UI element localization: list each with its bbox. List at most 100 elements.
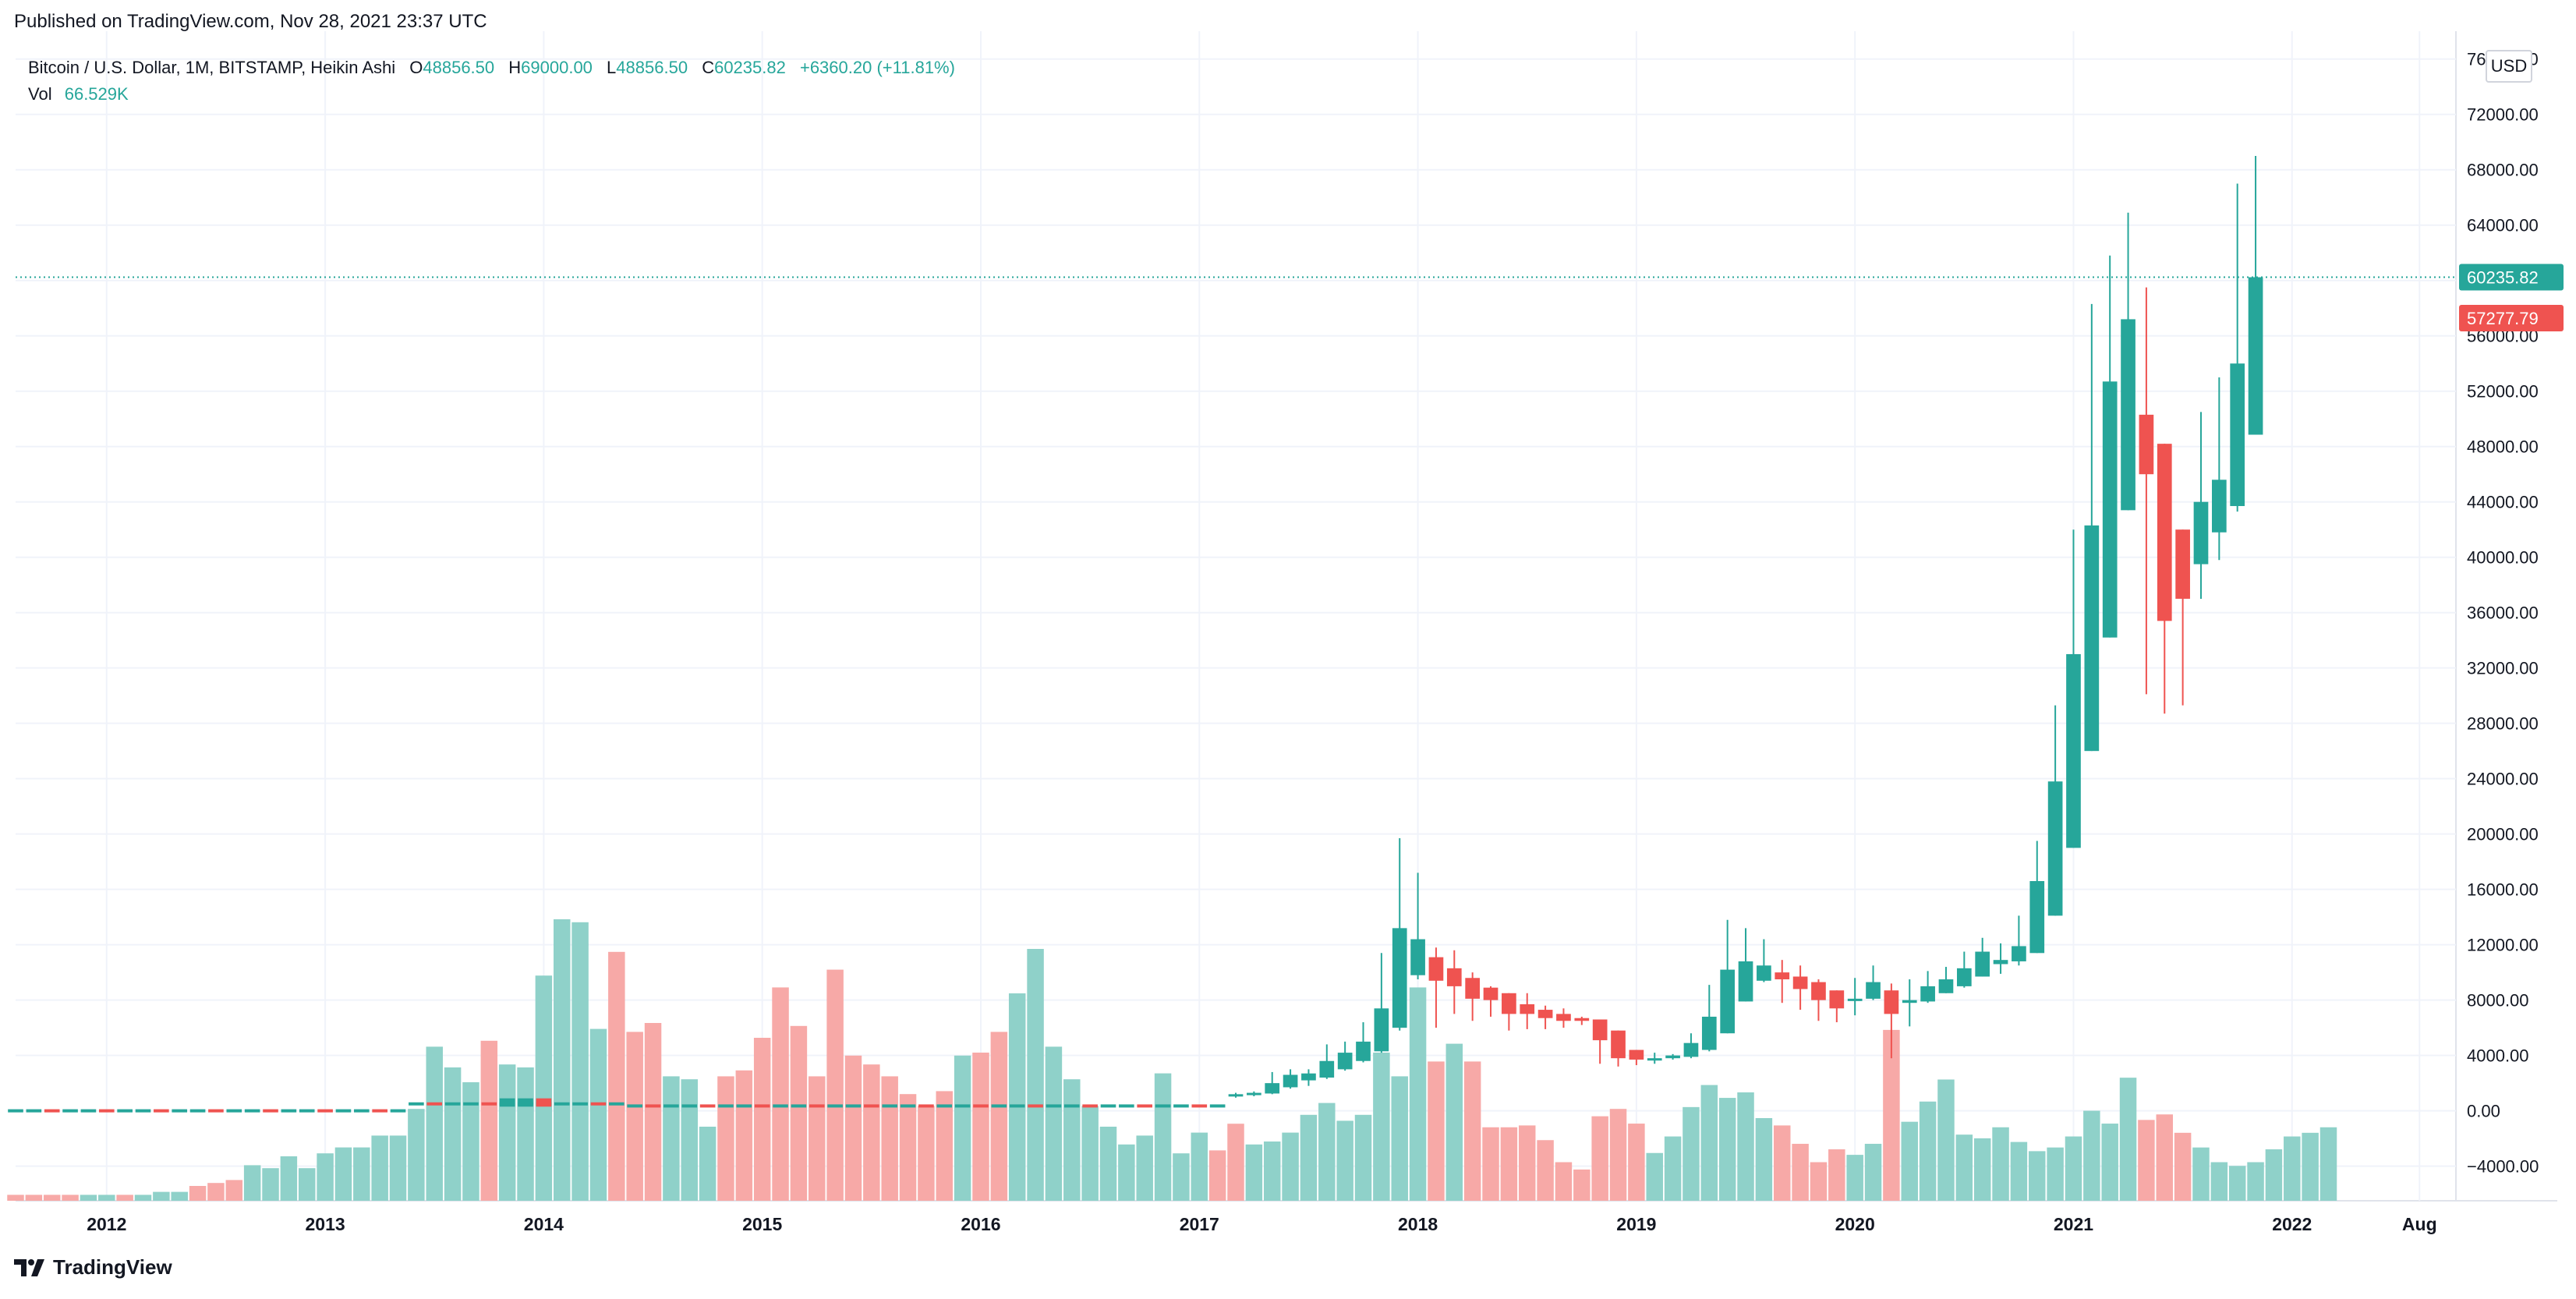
flat-candle	[499, 1098, 515, 1107]
volume-bar	[2228, 1166, 2246, 1201]
flat-candle	[1173, 1104, 1189, 1108]
candle-body	[2121, 319, 2135, 511]
volume-bar	[663, 1076, 680, 1201]
volume-bar	[1737, 1092, 1754, 1201]
volume-bar	[1263, 1141, 1281, 1201]
volume-bar	[62, 1195, 79, 1201]
flat-candle	[864, 1104, 879, 1108]
x-tick-label: 2017	[1180, 1214, 1219, 1234]
volume-bar	[1555, 1162, 1573, 1201]
volume-bar	[2284, 1136, 2301, 1201]
flat-candle	[645, 1104, 661, 1108]
time-axis[interactable]: 2012 2013 2014 2015 2016 2017 2018 2019 2020 2021…	[87, 1214, 2436, 1234]
volume-bar	[2247, 1162, 2264, 1201]
close-label: C	[702, 58, 715, 77]
volume-bar	[389, 1135, 407, 1201]
volume-bar	[1518, 1125, 1536, 1201]
volume-bar	[7, 1195, 24, 1201]
volume-bar	[1864, 1143, 1882, 1201]
flat-candle	[317, 1109, 333, 1113]
volume-bar	[1955, 1134, 1973, 1201]
candle-body	[1301, 1073, 1316, 1081]
candle-body	[2230, 363, 2245, 507]
volume-bar	[2029, 1151, 2046, 1201]
brand-footer[interactable]: TradingView	[14, 1255, 172, 1280]
volume-label[interactable]: Vol	[28, 84, 52, 104]
flat-candle	[263, 1109, 278, 1113]
volume-bar	[116, 1195, 133, 1201]
volume-bar	[2319, 1127, 2337, 1201]
volume-bar	[1828, 1149, 1845, 1201]
flat-candle	[481, 1102, 497, 1106]
candle-body	[1537, 1010, 1553, 1018]
candle-body	[1993, 960, 2008, 965]
volume-bar	[1173, 1153, 1190, 1201]
flat-candle	[208, 1109, 224, 1113]
flat-candle	[154, 1109, 169, 1113]
candle-body	[1938, 979, 1954, 993]
prev-close-tag	[2459, 305, 2564, 332]
candle-body	[1410, 939, 1425, 975]
flat-candle	[1191, 1104, 1208, 1108]
volume-bar	[1537, 1140, 1554, 1201]
volume-bar	[317, 1153, 334, 1201]
volume-bar	[1045, 1046, 1063, 1201]
y-tick-label: 68000.00	[2467, 161, 2539, 180]
flat-candle	[1119, 1104, 1134, 1108]
last-price-label: 60235.82	[2467, 268, 2539, 288]
volume-bar	[571, 922, 589, 1201]
volume-bar	[43, 1195, 61, 1201]
candle-body	[2102, 381, 2118, 638]
volume-bar	[735, 1070, 753, 1201]
volume-bar	[589, 1028, 607, 1201]
volume-bar	[1391, 1076, 1408, 1201]
candle-body	[2212, 480, 2227, 533]
volume-bar	[1208, 1150, 1226, 1201]
volume-bar	[2083, 1110, 2100, 1201]
flat-candle	[681, 1104, 698, 1108]
candle-body	[1247, 1092, 1261, 1095]
candle-body	[1465, 978, 1480, 999]
candle-body	[1574, 1018, 1590, 1021]
candle-body	[1701, 1016, 1717, 1050]
flat-candle	[809, 1104, 825, 1108]
volume-bar	[480, 1040, 498, 1201]
candle-body	[1337, 1053, 1353, 1070]
candle-body	[2248, 277, 2263, 435]
flat-candle	[536, 1098, 552, 1107]
y-tick-label: 44000.00	[2467, 493, 2539, 512]
currency-button[interactable]: USD	[2486, 50, 2532, 83]
volume-bar	[371, 1135, 388, 1201]
volume-bar	[1700, 1085, 1718, 1201]
volume-bar	[171, 1191, 188, 1201]
candle-body	[1956, 968, 1972, 986]
candle-body	[2084, 525, 2100, 752]
volume-bar	[98, 1195, 115, 1201]
volume-bar	[881, 1076, 898, 1201]
y-tick-label: 20000.00	[2467, 825, 2539, 844]
candle-body	[1629, 1049, 1644, 1060]
volume-bar	[1992, 1127, 2009, 1201]
x-tick-label: 2021	[2054, 1214, 2093, 1234]
price-axis[interactable]: −4000.00 0.00 4000.00 8000.00 12000.00 16000.…	[2467, 50, 2539, 1177]
x-tick-label: 2015	[742, 1214, 782, 1234]
legend: Bitcoin / U.S. Dollar, 1M, BITSTAMP, Hei…	[28, 55, 955, 108]
flat-candle	[117, 1109, 133, 1113]
grid-lines	[16, 31, 2557, 1202]
volume-bar	[1664, 1136, 1682, 1201]
volume-bar	[1810, 1162, 1828, 1201]
volume-bar	[1154, 1073, 1172, 1201]
volume-bar	[298, 1168, 316, 1201]
open-label: O	[409, 58, 423, 77]
flat-candle	[463, 1102, 479, 1106]
volume-bar	[990, 1032, 1008, 1201]
volume-bar	[1428, 1061, 1445, 1201]
symbol-title[interactable]: Bitcoin / U.S. Dollar, 1M, BITSTAMP, Hei…	[28, 58, 396, 77]
x-tick-label: 2020	[1835, 1214, 1875, 1234]
flat-candle	[572, 1102, 588, 1106]
volume-bar	[334, 1147, 352, 1201]
candle-body	[1228, 1094, 1244, 1097]
legend-row-ohlc: Bitcoin / U.S. Dollar, 1M, BITSTAMP, Hei…	[28, 55, 955, 81]
high-value: 69000.00	[521, 58, 593, 77]
